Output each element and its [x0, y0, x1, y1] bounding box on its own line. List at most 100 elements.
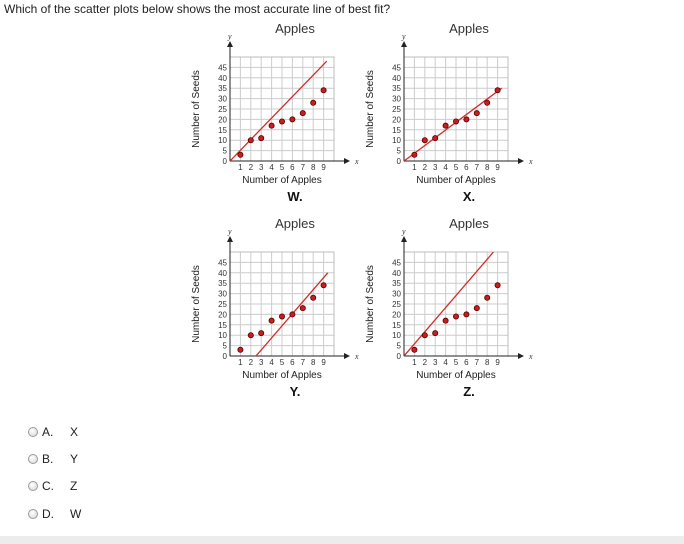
data-point [442, 122, 449, 129]
x-axis-letter: x [354, 157, 359, 166]
x-axis-letter: x [528, 157, 533, 166]
data-point [299, 305, 306, 312]
y-tick-label: 30 [218, 95, 227, 104]
x-axis-label: Number of Apples [416, 370, 496, 381]
data-point [237, 346, 244, 353]
radio-button[interactable] [28, 453, 38, 464]
y-tick-label: 45 [218, 258, 227, 267]
y-tick-label: 0 [397, 157, 402, 166]
option-value: Y [70, 451, 79, 466]
data-point [237, 151, 244, 158]
y-tick-label: 5 [397, 342, 402, 351]
data-point [411, 151, 418, 158]
data-point [258, 330, 265, 337]
x-tick-label: 8 [311, 358, 316, 367]
x-tick-label: 5 [280, 358, 285, 367]
x-tick-label: 9 [321, 358, 326, 367]
x-tick-label: 3 [259, 358, 264, 367]
x-tick-label: 5 [454, 163, 459, 172]
x-tick-label: 6 [464, 163, 469, 172]
data-point [484, 294, 491, 301]
y-tick-label: 30 [218, 290, 227, 299]
plot-label: Z. [463, 384, 475, 399]
data-point [421, 332, 428, 339]
y-axis-letter: y [227, 227, 232, 236]
y-tick-label: 35 [392, 84, 401, 93]
answer-options: A. X B. Y C. Z D. W [28, 418, 81, 527]
x-tick-label: 6 [290, 163, 295, 172]
data-point [432, 135, 439, 142]
y-tick-label: 25 [218, 300, 227, 309]
x-axis-label: Number of Apples [242, 175, 322, 186]
x-tick-label: 7 [301, 163, 306, 172]
data-point [258, 135, 265, 142]
y-axis-label: Number of Seeds [365, 265, 376, 343]
data-point [320, 87, 327, 94]
scatter-plot-x: Apples x y 1 2 3 4 5 6 7 8 9 0 5 10 15 20 25 30 35 40 45 Numb… [364, 21, 544, 206]
data-point [473, 110, 480, 117]
x-tick-label: 9 [321, 163, 326, 172]
option-d[interactable]: D. W [28, 500, 81, 527]
x-tick-label: 6 [464, 358, 469, 367]
x-axis-arrow [344, 158, 350, 164]
footer-bar [0, 536, 684, 544]
y-axis-arrow [401, 41, 407, 47]
x-tick-label: 1 [412, 163, 417, 172]
x-axis-arrow [518, 158, 524, 164]
x-axis-label: Number of Apples [416, 175, 496, 186]
radio-button[interactable] [28, 508, 38, 519]
x-tick-label: 9 [495, 163, 500, 172]
y-tick-label: 5 [223, 342, 228, 351]
x-tick-label: 3 [433, 163, 438, 172]
plot-title: Apples [275, 21, 315, 36]
y-tick-label: 20 [218, 115, 227, 124]
data-point [289, 311, 296, 318]
radio-button[interactable] [28, 481, 38, 492]
y-tick-label: 0 [223, 352, 228, 361]
data-point [432, 330, 439, 337]
y-tick-label: 0 [223, 157, 228, 166]
y-tick-label: 25 [218, 105, 227, 114]
plot-label: Y. [289, 384, 301, 399]
option-c[interactable]: C. Z [28, 473, 81, 500]
data-point [279, 313, 286, 320]
x-tick-label: 8 [485, 163, 490, 172]
data-point [310, 294, 317, 301]
x-tick-label: 8 [485, 358, 490, 367]
x-tick-label: 5 [280, 163, 285, 172]
x-tick-label: 2 [423, 163, 428, 172]
y-tick-label: 45 [218, 63, 227, 72]
plot-title: Apples [275, 216, 315, 231]
x-axis-letter: x [528, 352, 533, 361]
x-tick-label: 4 [443, 163, 448, 172]
y-tick-label: 5 [223, 147, 228, 156]
option-a[interactable]: A. X [28, 418, 81, 445]
option-letter: C. [42, 479, 54, 494]
x-tick-label: 4 [269, 163, 274, 172]
data-point [279, 118, 286, 125]
radio-button[interactable] [28, 426, 38, 437]
y-tick-label: 15 [218, 321, 227, 330]
x-axis-arrow [344, 353, 350, 359]
plot-label: W. [287, 189, 303, 204]
y-tick-label: 10 [218, 331, 227, 340]
y-tick-label: 20 [392, 310, 401, 319]
data-point [299, 110, 306, 117]
x-tick-label: 9 [495, 358, 500, 367]
y-tick-label: 30 [392, 95, 401, 104]
data-point [494, 87, 501, 94]
y-tick-label: 25 [392, 105, 401, 114]
x-tick-label: 3 [259, 163, 264, 172]
option-b[interactable]: B. Y [28, 445, 81, 472]
option-value: Z [70, 479, 78, 494]
y-tick-label: 20 [392, 115, 401, 124]
data-point [453, 118, 460, 125]
y-axis-arrow [227, 236, 233, 242]
y-tick-label: 15 [392, 126, 401, 135]
plot-title: Apples [449, 21, 489, 36]
data-point [421, 137, 428, 144]
scatter-plot-z: Apples x y 1 2 3 4 5 6 7 8 9 0 5 10 15 20 25 30 35 40 45 Numb… [364, 216, 544, 401]
x-axis-arrow [518, 353, 524, 359]
